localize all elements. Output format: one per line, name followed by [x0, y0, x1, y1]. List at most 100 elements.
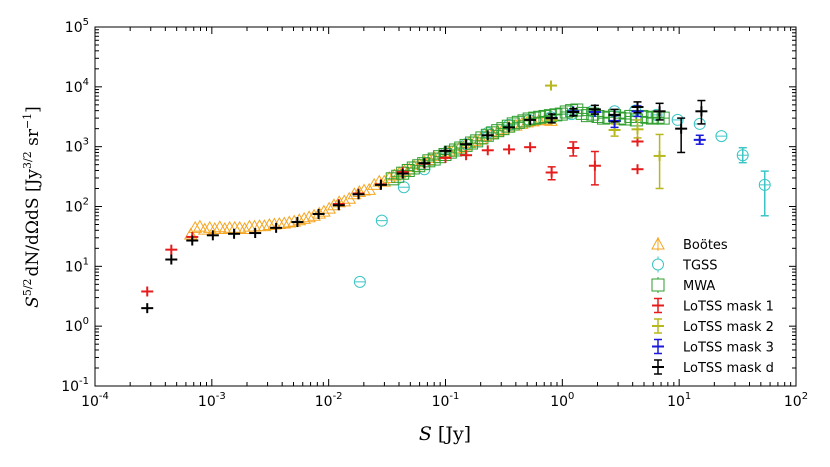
maskd-point — [186, 235, 199, 246]
bootes-point — [302, 210, 316, 223]
tgss-point — [736, 149, 749, 162]
mask1-point — [567, 142, 580, 153]
legend-swatch — [652, 258, 664, 271]
bootes-point — [277, 216, 292, 229]
mwa-point — [543, 109, 557, 123]
x-tick-label: 101 — [667, 391, 691, 410]
maskd-point — [653, 106, 666, 117]
bootes-point — [237, 222, 252, 235]
x-tick-label: 10-1 — [432, 391, 460, 410]
legend-item-mwa: MWA — [651, 277, 715, 294]
bootes-point — [193, 219, 207, 232]
x-tick-label: 10-4 — [81, 391, 109, 410]
tgss-point — [375, 214, 388, 227]
maskd-point — [481, 130, 494, 141]
mask1-point — [631, 164, 644, 175]
axis-ticks — [94, 26, 797, 387]
legend-label: Boötes — [683, 238, 728, 253]
y-tick-label: 100 — [65, 316, 89, 335]
mask1-point — [460, 150, 473, 161]
maskd-point — [545, 113, 558, 124]
maskd-point — [291, 217, 304, 228]
legend-label: LoTSS mask 2 — [683, 320, 774, 335]
mask2-point — [545, 80, 558, 91]
maskd-point — [206, 230, 219, 241]
bootes-point — [322, 201, 337, 214]
mask1-point — [545, 167, 558, 178]
mask3-point — [693, 134, 706, 145]
y-axis-label: S5/2dN/dΩdS [Jy3/2 sr−1] — [21, 106, 43, 308]
tgss-point — [353, 275, 366, 288]
data-marks — [141, 80, 771, 314]
legend-label: MWA — [683, 279, 715, 294]
maskd-point — [270, 222, 283, 233]
legend-item-mask1: LoTSS mask 1 — [652, 297, 774, 315]
legend: Boötes TGSS MWA LoTSS mask 1 LoTSS mask 2 LoT… — [651, 236, 774, 376]
maskd-point — [374, 179, 387, 190]
x-axis-label: S [Jy] — [419, 423, 471, 445]
mwa-point — [580, 109, 594, 123]
mask1-point — [481, 145, 494, 156]
legend-item-tgss: TGSS — [652, 256, 718, 274]
bootes-point — [342, 191, 357, 204]
y-tick-label: 101 — [65, 256, 89, 275]
maskd-point — [332, 200, 345, 211]
legend-label: LoTSS mask d — [683, 361, 774, 376]
bootes-point — [183, 227, 198, 240]
bootes-point — [317, 204, 331, 217]
y-tick-label: 105 — [65, 17, 89, 36]
legend-item-maskd: LoTSS mask d — [652, 359, 774, 376]
maskd-point — [352, 189, 365, 200]
maskd-point — [631, 102, 644, 113]
tgss-point — [715, 130, 728, 143]
bootes-point — [257, 219, 272, 232]
bootes-point — [262, 218, 277, 231]
mask2-point — [653, 150, 666, 161]
mask1-point — [141, 286, 154, 297]
legend-item-mask3: LoTSS mask 3 — [652, 338, 774, 356]
legend-label: TGSS — [682, 259, 718, 274]
bootes-point — [297, 211, 312, 224]
mask1-point — [524, 142, 537, 153]
maskd-point — [567, 106, 580, 117]
maskd-point — [460, 139, 473, 150]
mwa-point — [427, 152, 441, 166]
legend-swatch — [651, 278, 665, 292]
bootes-point — [207, 222, 222, 235]
maskd-point — [588, 104, 601, 115]
x-tick-label: 10-3 — [198, 391, 226, 410]
maskd-point — [312, 208, 325, 219]
legend-label: LoTSS mask 1 — [683, 300, 774, 315]
bootes-point — [307, 208, 321, 221]
legend-swatch — [651, 236, 665, 250]
y-tick-label: 102 — [65, 197, 89, 216]
y-tick-label: 10-1 — [61, 376, 89, 395]
maskd-point — [524, 114, 537, 125]
x-tick-label: 100 — [550, 391, 574, 410]
maskd-point — [608, 109, 621, 120]
maskd-point — [249, 228, 262, 239]
bootes-point — [197, 222, 212, 235]
mask1-point — [165, 244, 178, 255]
bootes-point — [267, 217, 282, 230]
legend-item-mask2: LoTSS mask 2 — [652, 318, 774, 335]
y-tick-label: 103 — [65, 137, 89, 156]
maskd-point — [503, 122, 516, 133]
maskd-point — [396, 168, 409, 179]
series-maskd — [141, 99, 708, 314]
maskd-point — [439, 145, 452, 156]
legend-label: LoTSS mask 3 — [683, 341, 774, 356]
x-tick-label: 102 — [784, 391, 808, 410]
maskd-point — [228, 228, 241, 239]
tgss-point — [758, 178, 771, 191]
legend-item-bootes: Boötes — [651, 236, 728, 253]
maskd-point — [695, 106, 708, 117]
bootes-point — [188, 220, 203, 233]
bootes-point — [292, 213, 307, 226]
mwa-point — [491, 124, 505, 138]
mwa-point — [596, 111, 610, 125]
maskd-point — [418, 158, 431, 169]
mask2-point — [631, 124, 644, 135]
